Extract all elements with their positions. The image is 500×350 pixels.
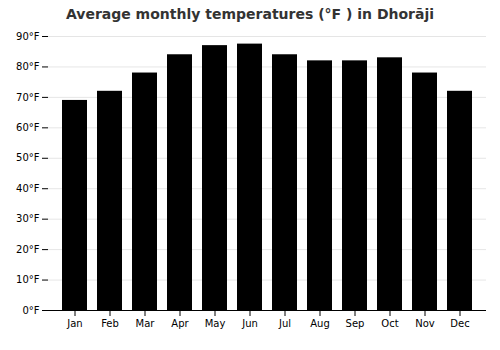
svg-text:Dec: Dec bbox=[450, 318, 469, 329]
svg-text:80°F: 80°F bbox=[16, 61, 40, 72]
svg-text:Feb: Feb bbox=[101, 318, 119, 329]
svg-text:60°F: 60°F bbox=[16, 122, 40, 133]
svg-text:Jul: Jul bbox=[278, 318, 291, 329]
svg-text:20°F: 20°F bbox=[16, 244, 40, 255]
html-text:Average monthly temperatures (: Average monthly temperatures (°F ) in Dh… bbox=[65, 6, 435, 22]
svg-text:Apr: Apr bbox=[171, 318, 189, 329]
svg-text:40°F: 40°F bbox=[16, 183, 40, 194]
svg-text:70°F: 70°F bbox=[16, 92, 40, 103]
svg-text:Mar: Mar bbox=[136, 318, 156, 329]
svg-text:May: May bbox=[205, 318, 226, 329]
svg-text:0°F: 0°F bbox=[22, 305, 39, 316]
svg-text:Aug: Aug bbox=[310, 318, 330, 329]
svg-text:30°F: 30°F bbox=[16, 213, 40, 224]
svg-text:Jan: Jan bbox=[66, 318, 82, 329]
svg-text:Oct: Oct bbox=[381, 318, 398, 329]
svg-text:Sep: Sep bbox=[346, 318, 365, 329]
svg-text:90°F: 90°F bbox=[16, 31, 40, 42]
svg-text:Jun: Jun bbox=[241, 318, 258, 329]
svg-text:Nov: Nov bbox=[415, 318, 435, 329]
svg-text:50°F: 50°F bbox=[16, 152, 40, 163]
svg-text:10°F: 10°F bbox=[16, 274, 40, 285]
